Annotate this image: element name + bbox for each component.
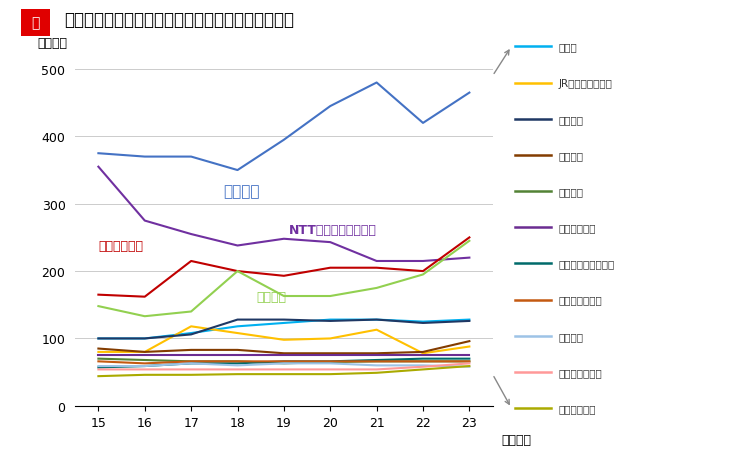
Text: 安井建築設計事務所: 安井建築設計事務所 [559,259,615,269]
Text: 石本建築事務所: 石本建築事務所 [559,295,602,305]
Text: （年度）: （年度） [501,433,531,446]
Text: 松田平田設計: 松田平田設計 [559,403,596,413]
Text: 山下設計: 山下設計 [559,151,584,161]
Text: 日企設計: 日企設計 [559,187,584,197]
Text: JR東日本建築設計: JR東日本建築設計 [559,78,613,88]
Text: 日建設計: 日建設計 [223,184,260,198]
Text: 三菱地所設計: 三菱地所設計 [99,239,144,253]
Text: 久米設計: 久米設計 [559,115,584,124]
Text: 大建設計: 大建設計 [559,331,584,341]
Text: 日本設計: 日本設計 [256,290,286,303]
Text: （億円）: （億円） [38,37,68,50]
Text: 佐藤総合計画: 佐藤総合計画 [559,223,596,233]
Text: 梓設計: 梓設計 [559,42,578,52]
Text: 東畑建築事務所: 東畑建築事務所 [559,367,602,377]
Text: 設計事務所の設計・監理業務（総合）の売上高推移: 設計事務所の設計・監理業務（総合）の売上高推移 [64,11,294,29]
Text: NTTファシリティーズ: NTTファシリティーズ [289,223,377,236]
Text: マ: マ [31,17,40,30]
